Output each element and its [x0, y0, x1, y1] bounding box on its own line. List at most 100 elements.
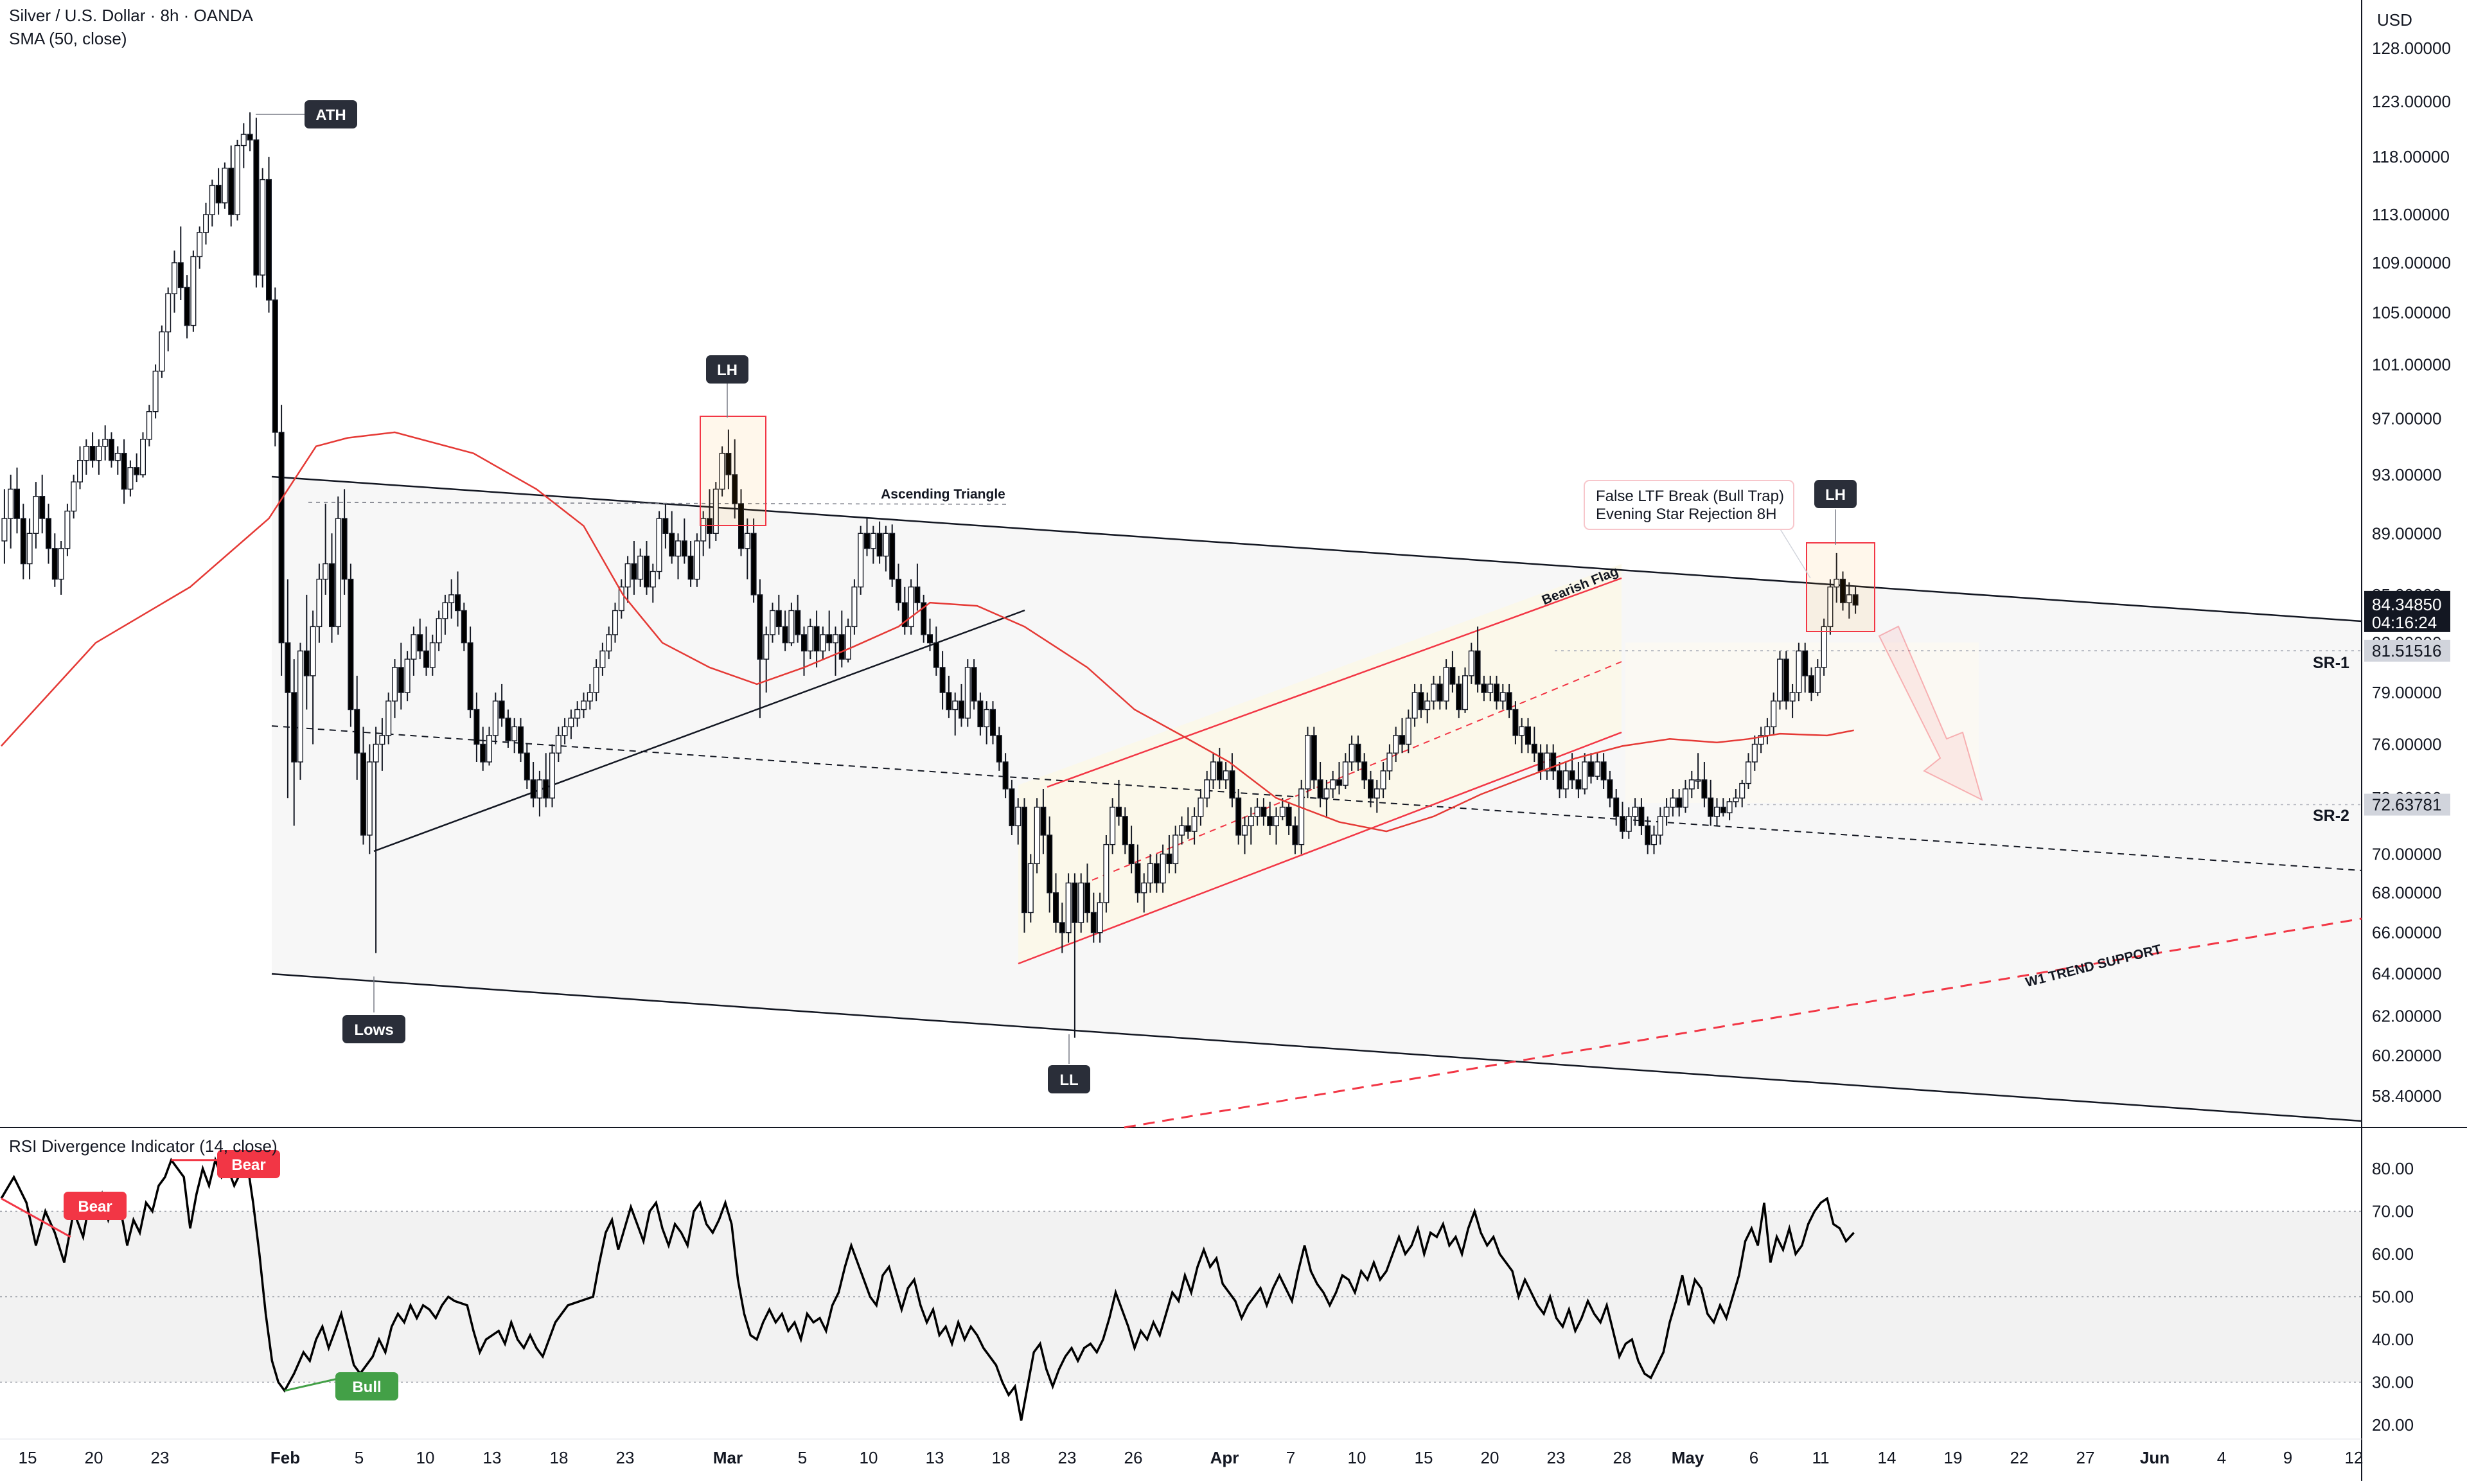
candle[interactable] [1468, 642, 1474, 684]
candle[interactable] [782, 610, 788, 651]
candle[interactable] [240, 123, 247, 168]
candle[interactable] [1556, 762, 1562, 799]
candle[interactable] [392, 659, 398, 718]
candle[interactable] [1160, 844, 1166, 893]
candle[interactable] [1097, 892, 1103, 943]
candle[interactable] [788, 603, 795, 646]
candle[interactable] [1745, 753, 1751, 790]
candle[interactable] [964, 659, 971, 727]
candle[interactable] [1531, 727, 1537, 763]
candle[interactable] [58, 541, 64, 595]
sma-legend-label[interactable]: SMA (50, close) [9, 29, 127, 48]
candle[interactable] [215, 168, 222, 215]
candle[interactable] [486, 727, 493, 766]
candle[interactable] [1027, 854, 1034, 923]
candle[interactable] [8, 474, 14, 549]
candle[interactable] [45, 504, 51, 564]
candle[interactable] [977, 693, 984, 736]
candle[interactable] [1286, 801, 1292, 835]
candle[interactable] [1292, 816, 1298, 854]
bull-label[interactable]: Bull [335, 1372, 398, 1400]
candle[interactable] [971, 659, 977, 710]
candle[interactable] [1, 489, 8, 564]
candle[interactable] [1726, 798, 1733, 820]
candle[interactable] [1575, 762, 1582, 799]
candle[interactable] [1481, 675, 1487, 702]
candle[interactable] [681, 518, 687, 564]
bear-label-1[interactable]: Bear [64, 1192, 127, 1220]
candle[interactable] [228, 145, 234, 227]
candle[interactable] [404, 651, 411, 702]
candle[interactable] [398, 642, 404, 710]
candle[interactable] [134, 453, 140, 482]
candle[interactable] [373, 727, 379, 953]
lh-label-2[interactable]: LH [1814, 480, 1857, 508]
candle[interactable] [1802, 642, 1808, 693]
candle[interactable] [1393, 727, 1399, 763]
candle[interactable] [624, 556, 631, 603]
candle[interactable] [1430, 675, 1437, 710]
candle[interactable] [813, 610, 820, 667]
candle[interactable] [455, 571, 461, 627]
candle[interactable] [1418, 684, 1424, 718]
candle[interactable] [933, 626, 939, 676]
candle[interactable] [612, 603, 619, 643]
candle[interactable] [1015, 798, 1021, 845]
candle[interactable] [152, 364, 159, 419]
rsi-legend-label[interactable]: RSI Divergence Indicator (14, close) [9, 1136, 278, 1156]
candle[interactable] [826, 610, 833, 651]
candle[interactable] [644, 541, 650, 595]
candle[interactable] [436, 610, 442, 651]
candle[interactable] [114, 446, 121, 475]
candle[interactable] [996, 727, 1002, 771]
candle[interactable] [1632, 798, 1638, 826]
candle[interactable] [1600, 753, 1607, 790]
candle[interactable] [310, 610, 316, 745]
candle[interactable] [429, 634, 436, 676]
candle[interactable] [511, 718, 518, 754]
candle[interactable] [1229, 753, 1235, 808]
candle[interactable] [700, 511, 707, 556]
candle[interactable] [1670, 789, 1676, 817]
candle[interactable] [1443, 659, 1449, 710]
candle[interactable] [1487, 675, 1494, 702]
candle[interactable] [1204, 770, 1210, 808]
candle[interactable] [14, 467, 21, 534]
candle[interactable] [341, 489, 348, 595]
candle[interactable] [1128, 826, 1135, 874]
candle[interactable] [1336, 762, 1342, 795]
candle[interactable] [1380, 762, 1386, 799]
candle[interactable] [593, 659, 599, 702]
lows-label[interactable]: Lows [342, 1015, 405, 1043]
candle[interactable] [291, 659, 297, 826]
candle[interactable] [1462, 667, 1468, 713]
candle[interactable] [1323, 779, 1330, 817]
candle[interactable] [1821, 618, 1827, 676]
candle[interactable] [555, 727, 561, 763]
candle[interactable] [83, 439, 89, 475]
candle[interactable] [1178, 816, 1185, 845]
lh-label-1[interactable]: LH [706, 355, 748, 384]
candle[interactable] [1776, 651, 1783, 710]
candle[interactable] [492, 693, 499, 745]
candle[interactable] [1456, 675, 1462, 718]
candle[interactable] [1405, 709, 1411, 754]
candle[interactable] [20, 504, 26, 579]
candle[interactable] [889, 524, 896, 587]
candle[interactable] [921, 594, 927, 643]
candle[interactable] [669, 511, 675, 564]
candle[interactable] [348, 563, 354, 727]
candle[interactable] [1676, 789, 1683, 817]
candle[interactable] [360, 727, 367, 845]
candle[interactable] [505, 709, 511, 748]
candle[interactable] [631, 541, 637, 595]
candle[interactable] [184, 275, 190, 339]
ll-label[interactable]: LL [1048, 1065, 1090, 1093]
candle[interactable] [1519, 718, 1525, 754]
candle[interactable] [1135, 844, 1141, 903]
candle[interactable] [247, 112, 253, 152]
candle[interactable] [1002, 753, 1009, 799]
candle[interactable] [1110, 798, 1116, 854]
candle[interactable] [1493, 675, 1499, 710]
candle[interactable] [121, 439, 127, 504]
